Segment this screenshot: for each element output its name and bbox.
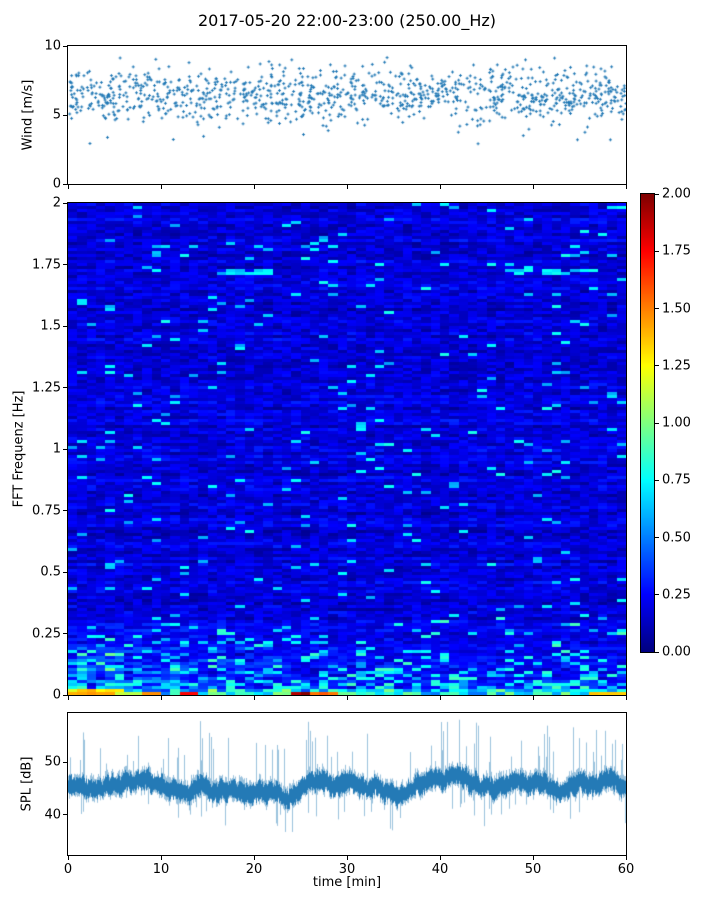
spl-xtick-mark <box>67 856 69 860</box>
spl-xtick-mark <box>346 856 348 860</box>
wind-xtick-mark <box>625 185 627 189</box>
wind-ytick-label: 5 <box>52 107 61 123</box>
fft-ytick-label: 0 <box>52 687 61 703</box>
spl-xtick-mark <box>439 856 441 860</box>
fft-ytick-mark <box>63 510 67 511</box>
spl-plot-area <box>67 712 627 856</box>
spl-ytick-mark <box>63 761 67 763</box>
spl-canvas <box>68 713 626 855</box>
wind-ytick-label: 0 <box>52 176 61 192</box>
spl-ytick-label: 50 <box>44 754 61 770</box>
colorbar-tick-label: 1.75 <box>662 243 691 259</box>
fft-ytick-mark <box>63 448 67 450</box>
colorbar-tick-mark <box>655 594 659 596</box>
fft-ytick-label: 1.5 <box>40 318 61 334</box>
spl-xtick-mark <box>253 856 255 860</box>
wind-xtick-mark <box>67 185 69 189</box>
colorbar-tick-mark <box>655 193 659 195</box>
colorbar-canvas <box>641 194 654 652</box>
fft-ytick-mark <box>63 202 67 204</box>
figure-title: 2017-05-20 22:00-23:00 (250.00_Hz) <box>197 11 497 30</box>
fft-ytick-label: 0.25 <box>32 626 61 641</box>
fft-ytick-label: 1.25 <box>32 380 61 395</box>
fft-xtick-mark <box>253 696 255 700</box>
fft-ytick-mark <box>63 387 67 388</box>
fft-ytick-mark <box>63 264 67 265</box>
spl-ytick-label: 40 <box>44 807 61 823</box>
fft-xtick-mark <box>346 696 348 700</box>
time-xtick-label: 40 <box>431 862 449 877</box>
colorbar-tick-mark <box>655 537 659 538</box>
fft-ytick-label: 0.5 <box>40 564 61 580</box>
wind-xtick-mark <box>253 185 255 189</box>
spl-xtick-mark <box>532 856 534 860</box>
fft-xtick-mark <box>160 696 162 700</box>
colorbar-tick-label: 1.00 <box>662 415 691 431</box>
time-axis-label: time [min] <box>312 875 382 890</box>
fft-ytick-label: 2 <box>52 195 61 211</box>
wind-ytick-mark <box>63 183 67 185</box>
fft-xtick-mark <box>67 696 69 700</box>
colorbar-tick-mark <box>655 422 659 424</box>
time-xtick-label: 60 <box>617 862 635 877</box>
wind-plot-area <box>67 45 627 185</box>
time-xtick-label: 50 <box>524 862 542 877</box>
wind-ytick-label: 10 <box>44 38 61 54</box>
colorbar-tick-label: 2.00 <box>662 186 691 202</box>
wind-ytick-mark <box>63 45 67 47</box>
spl-ytick-mark <box>63 814 67 816</box>
wind-xtick-mark <box>160 185 162 189</box>
colorbar-tick-label: 1.50 <box>662 301 691 316</box>
fft-ytick-label: 1 <box>52 441 61 457</box>
wind-xtick-mark <box>439 185 441 189</box>
fft-ytick-mark <box>63 633 67 634</box>
fft-ytick-mark <box>63 571 67 573</box>
wind-scatter-canvas <box>68 46 626 184</box>
wind-ytick-mark <box>63 114 67 116</box>
time-xtick-label: 10 <box>152 862 170 877</box>
colorbar-tick-label: 0.75 <box>662 472 691 488</box>
time-xtick-label: 20 <box>245 862 263 877</box>
fft-ytick-label: 0.75 <box>32 503 61 518</box>
spl-xtick-mark <box>625 856 627 860</box>
colorbar-tick-mark <box>655 651 659 653</box>
colorbar-tick-mark <box>655 365 659 367</box>
colorbar-tick-label: 1.25 <box>662 358 691 374</box>
colorbar-tick-mark <box>655 479 659 481</box>
spl-xtick-mark <box>160 856 162 860</box>
fft-ytick-label: 1.75 <box>32 257 61 272</box>
fft-xtick-mark <box>439 696 441 700</box>
colorbar-tick-label: 0.25 <box>662 587 691 603</box>
fft-ytick-mark <box>63 694 67 696</box>
time-xtick-label: 30 <box>338 862 356 877</box>
colorbar-tick-label: 0.50 <box>662 530 691 545</box>
wind-xtick-mark <box>346 185 348 189</box>
wind-xtick-mark <box>532 185 534 189</box>
spectrogram-plot-area <box>67 202 627 696</box>
spectrogram-canvas <box>68 203 626 695</box>
fft-xtick-mark <box>532 696 534 700</box>
colorbar-tick-mark <box>655 308 659 309</box>
colorbar <box>640 193 655 653</box>
fft-xtick-mark <box>625 696 627 700</box>
colorbar-tick-label: 0.00 <box>662 644 691 660</box>
colorbar-tick-mark <box>655 250 659 252</box>
fft-ytick-mark <box>63 325 67 327</box>
time-xtick-label: 0 <box>63 862 73 877</box>
